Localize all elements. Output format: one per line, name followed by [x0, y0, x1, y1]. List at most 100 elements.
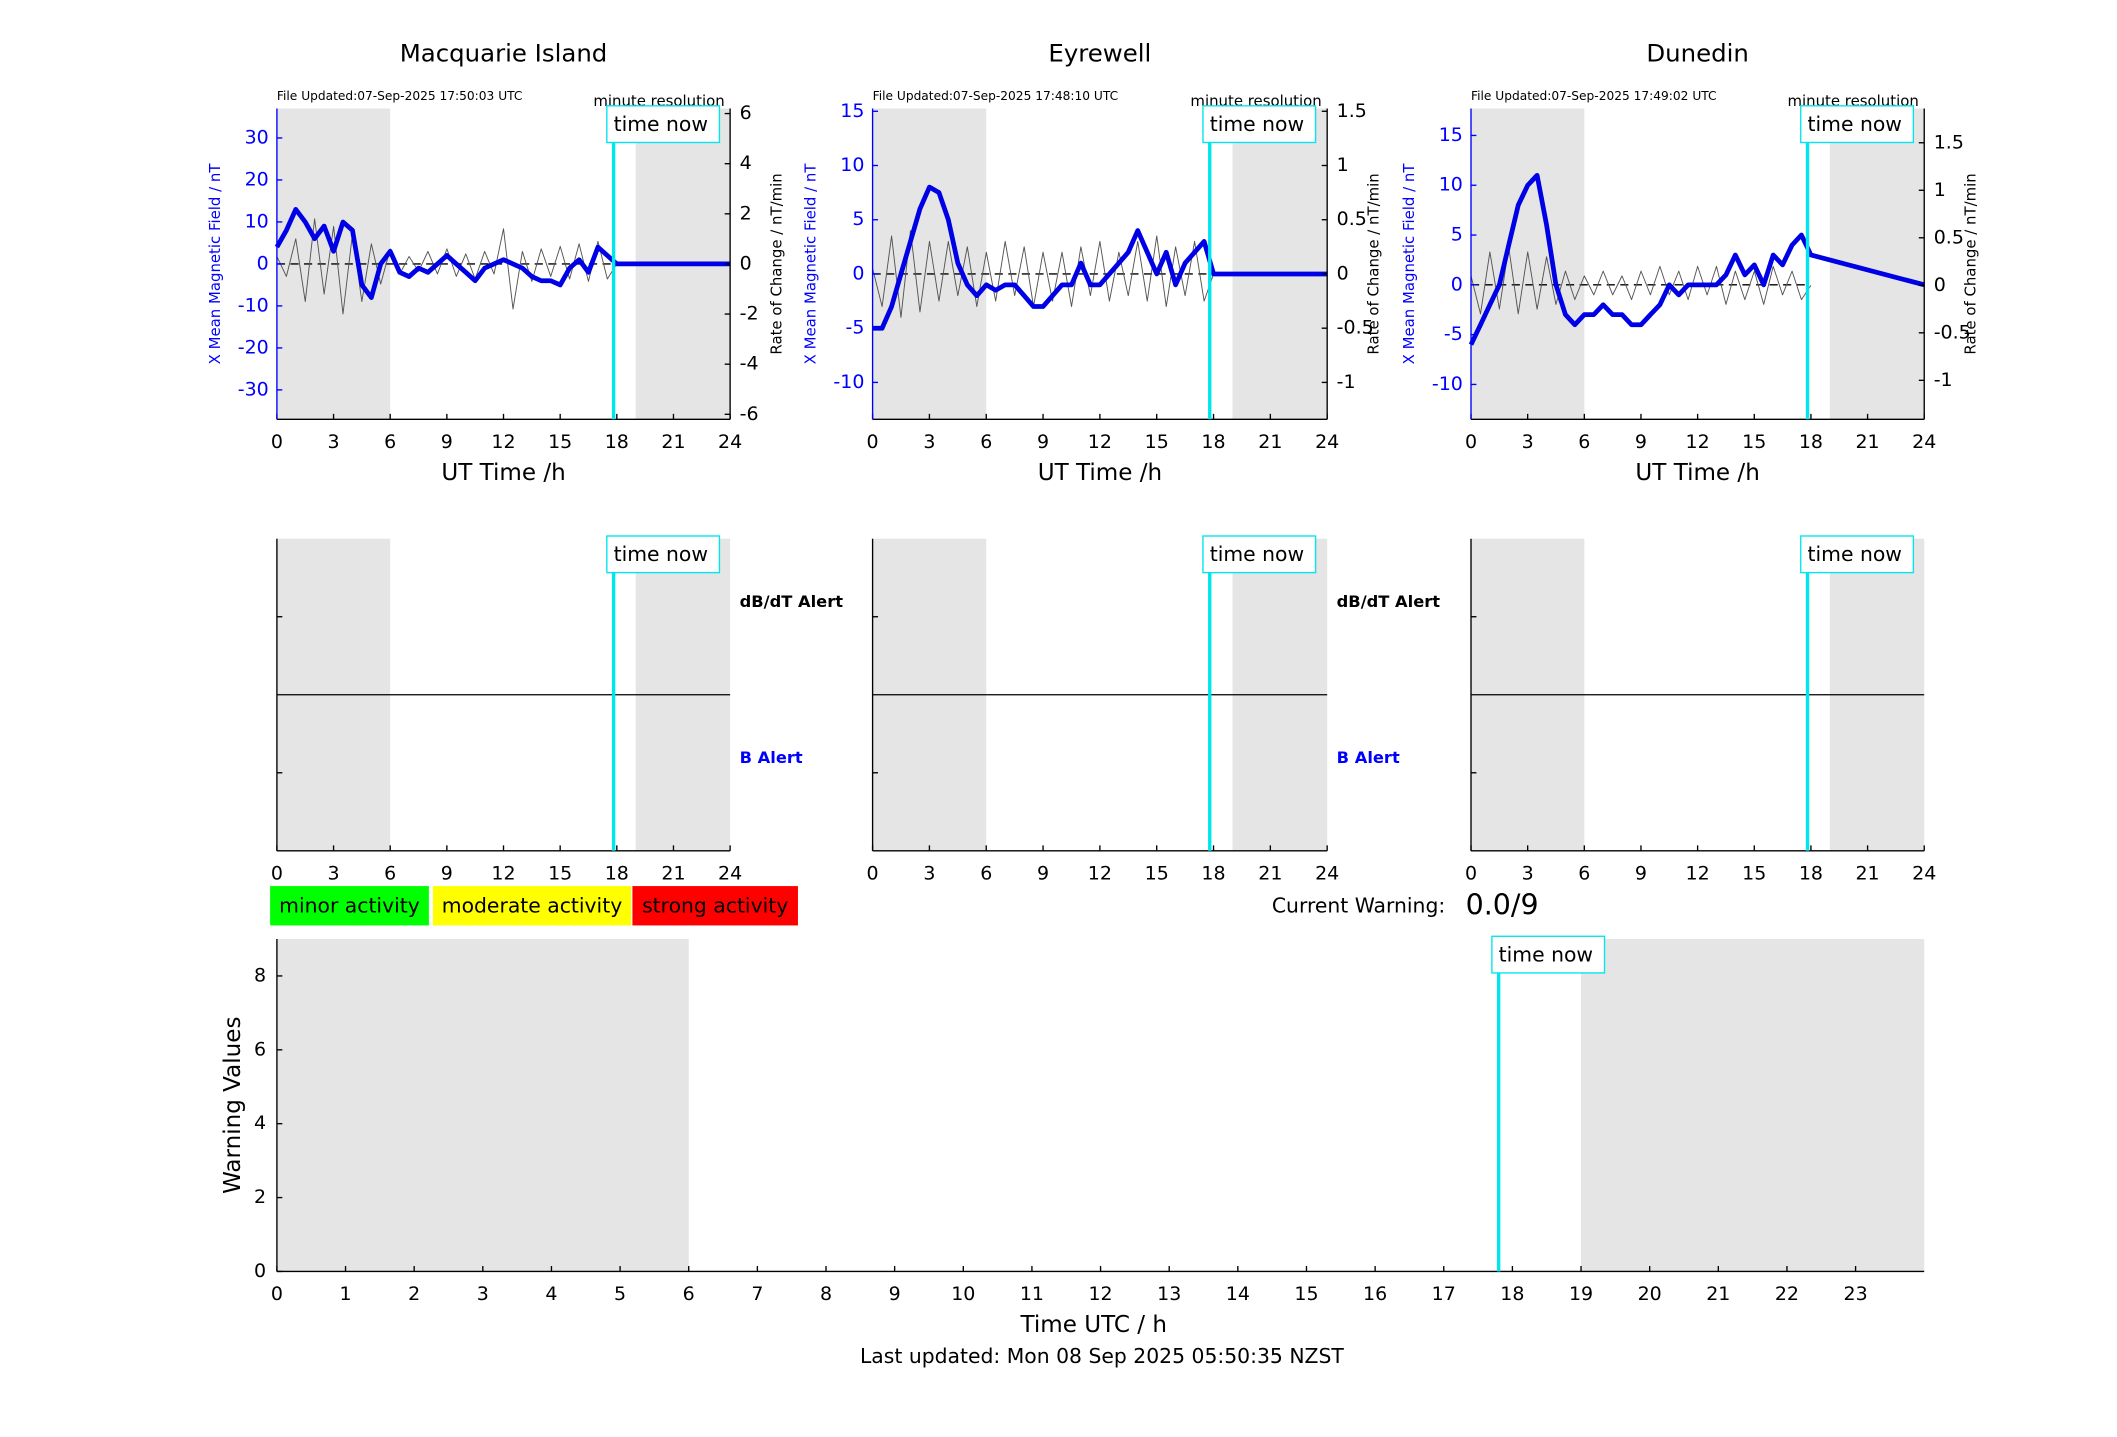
time-now-label: time now	[614, 112, 708, 136]
x-tick-label: 6	[384, 431, 396, 453]
legend-swatch	[270, 886, 429, 926]
time-now-label: time now	[1210, 112, 1304, 136]
y2-tick-label: -4	[740, 353, 759, 375]
x-tick-label: 3	[1522, 431, 1534, 453]
y2-tick-label: 2	[740, 202, 752, 224]
x-tick-label: 18	[1201, 431, 1225, 453]
x-axis-title: UT Time /h	[1635, 460, 1759, 486]
x-tick-label: 23	[1844, 1283, 1868, 1305]
y-tick-label: 0	[852, 262, 864, 284]
x-tick-label: 7	[751, 1283, 763, 1305]
x-tick-label: 21	[1258, 431, 1282, 453]
x-tick-label: 21	[661, 862, 685, 884]
y-axis-title: X Mean Magnetic Field / nT	[1400, 163, 1418, 365]
x-tick-label: 0	[271, 431, 283, 453]
y2-tick-label: 6	[740, 102, 752, 124]
x-tick-label: 4	[545, 1283, 557, 1305]
chart-title: Macquarie Island	[400, 38, 608, 67]
x-axis-title: UT Time /h	[441, 460, 565, 486]
x-tick-label: 15	[548, 862, 572, 884]
x-tick-label: 15	[1742, 862, 1766, 884]
x-tick-label: 9	[441, 431, 453, 453]
y-tick-label: 10	[1439, 174, 1463, 196]
time-now-label: time now	[1808, 112, 1902, 136]
x-tick-label: 8	[820, 1283, 832, 1305]
x-tick-label: 6	[1578, 431, 1590, 453]
x-tick-label: 21	[1855, 431, 1879, 453]
data-line	[274, 207, 731, 300]
x-tick-label: 3	[923, 431, 935, 453]
x-tick-label: 3	[328, 431, 340, 453]
night-shading	[1232, 108, 1328, 420]
y2-tick-label: 4	[740, 152, 752, 174]
x-tick-label: 14	[1226, 1283, 1250, 1305]
x-tick-label: 12	[1088, 862, 1112, 884]
x-tick-label: 18	[1201, 862, 1225, 884]
y-tick-label: -30	[238, 378, 269, 400]
x-tick-label: 15	[1145, 431, 1169, 453]
x-tick-label: 12	[1686, 431, 1710, 453]
current-warning-label: Current Warning:	[1272, 893, 1445, 917]
time-now-label: time now	[1808, 542, 1902, 566]
time-now-box	[606, 105, 721, 144]
footer: Last updated: Mon 08 Sep 2025 05:50:35 N…	[860, 1344, 1344, 1368]
y2-tick-label: 1.5	[1934, 131, 1964, 153]
y-tick-label: -5	[1444, 323, 1463, 345]
x-tick-label: 12	[1088, 1283, 1112, 1305]
alert-label: dB/dT Alert	[740, 592, 844, 611]
x-tick-label: 0	[1465, 431, 1477, 453]
time-now-label: time now	[1499, 942, 1593, 966]
time-now-box	[1202, 535, 1317, 574]
current-warning-value: 0.0/9	[1466, 888, 1539, 921]
x-tick-label: 2	[408, 1283, 420, 1305]
alert-label: B Alert	[740, 748, 803, 767]
time-now-box	[1491, 935, 1606, 974]
y2-axis-title: Rate of Change / nT/min	[768, 173, 786, 354]
data-line	[872, 184, 1328, 331]
x-tick-label: 12	[491, 431, 515, 453]
x-tick-label: 9	[1635, 431, 1647, 453]
x-tick-label: 15	[1294, 1283, 1318, 1305]
x-tick-label: 3	[1522, 862, 1534, 884]
y-tick-label: -10	[833, 371, 864, 393]
x-axis-title: UT Time /h	[1038, 460, 1162, 486]
x-tick-label: 12	[491, 862, 515, 884]
y-tick-label: -10	[1432, 373, 1463, 395]
y-tick-label: 0	[1451, 273, 1463, 295]
legend-label: minor activity	[279, 893, 420, 917]
y2-tick-label: 0.5	[1337, 208, 1367, 230]
x-tick-label: 6	[384, 862, 396, 884]
y-tick-label: 5	[852, 208, 864, 230]
y2-tick-label: -1	[1337, 371, 1356, 393]
time-now-box	[1202, 105, 1317, 144]
x-tick-label: 17	[1432, 1283, 1456, 1305]
y-tick-label: 8	[254, 964, 266, 986]
y-tick-label: 6	[254, 1038, 266, 1060]
x-tick-label: 9	[1635, 862, 1647, 884]
x-tick-label: 21	[1258, 862, 1282, 884]
file-updated: File Updated:07-Sep-2025 17:49:02 UTC	[1471, 89, 1717, 103]
x-tick-label: 9	[441, 862, 453, 884]
x-tick-label: 9	[889, 1283, 901, 1305]
x-tick-label: 16	[1363, 1283, 1387, 1305]
x-tick-label: 20	[1638, 1283, 1662, 1305]
x-tick-label: 0	[867, 862, 879, 884]
x-tick-label: 18	[1799, 431, 1823, 453]
x-tick-label: 11	[1020, 1283, 1044, 1305]
chart-title: Dunedin	[1646, 38, 1749, 67]
y-axis-title: X Mean Magnetic Field / nT	[802, 163, 820, 365]
x-tick-label: 3	[328, 862, 340, 884]
x-tick-label: 15	[1145, 862, 1169, 884]
x-tick-label: 1	[339, 1283, 351, 1305]
y-tick-label: 4	[254, 1112, 266, 1134]
time-now-box	[1800, 105, 1915, 144]
x-tick-label: 0	[271, 862, 283, 884]
time-now-box	[1800, 535, 1915, 574]
x-tick-label: 0	[271, 1283, 283, 1305]
y-tick-label: -20	[238, 336, 269, 358]
x-tick-label: 13	[1157, 1283, 1181, 1305]
x-tick-label: 6	[980, 862, 992, 884]
legend-swatch	[432, 886, 632, 926]
x-tick-label: 19	[1569, 1283, 1593, 1305]
